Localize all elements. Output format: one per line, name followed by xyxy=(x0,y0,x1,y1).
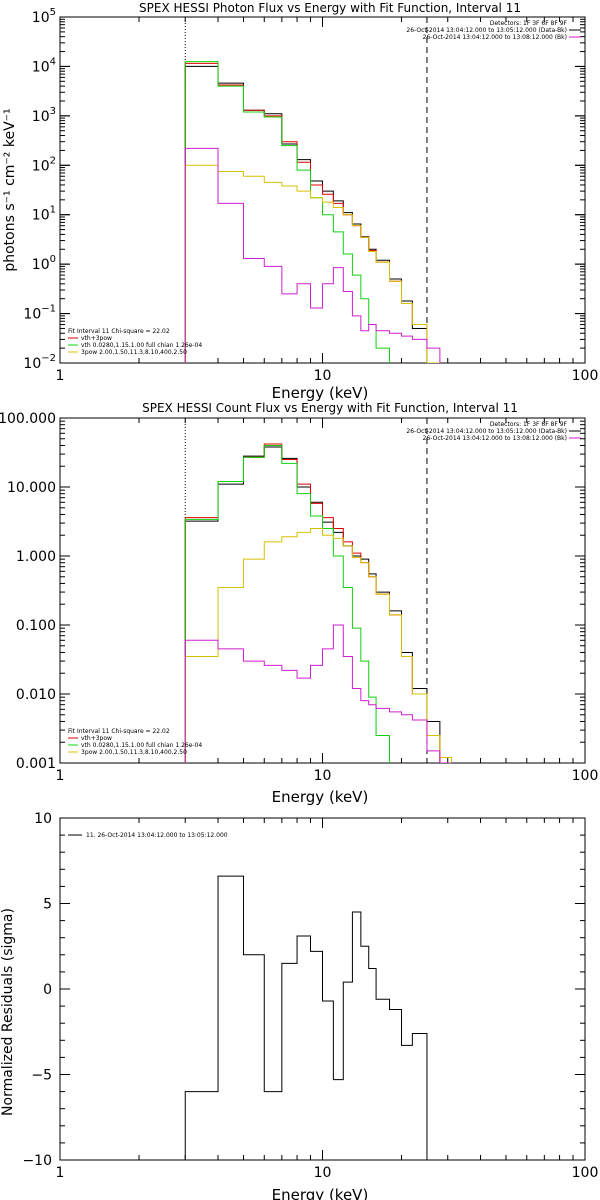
legend-text: vth+3pow xyxy=(81,735,112,742)
x-tick-label: 10 xyxy=(314,1165,332,1181)
series-group xyxy=(184,61,441,363)
x-tick-label: 10 xyxy=(314,768,332,784)
y-tick-label: 100.000 xyxy=(0,411,56,427)
panel1-title: SPEX HESSI Photon Flux vs Energy with Fi… xyxy=(139,1,521,15)
y-tick-label: 103 xyxy=(32,106,56,125)
x-tick-label: 1 xyxy=(56,368,65,384)
legend-text: 3pow 2.00,1.50,11.3,8.10,400,2.50 xyxy=(81,349,187,356)
y-tick-label: 0.001 xyxy=(16,756,56,772)
series-line-2 xyxy=(184,444,391,763)
legend-top: 11. 26-Oct-2014 13:04:12.000 to 13:05:12… xyxy=(68,832,228,839)
legend-text: Detectors: 1F 3F 6F 8F 9F xyxy=(490,421,568,428)
x-tick-label: 1 xyxy=(56,1165,65,1181)
y-tick-label: 101 xyxy=(32,205,56,224)
legend-text: 26-Oct-2014 13:04:12.000 to 13:05:12.000… xyxy=(406,27,567,34)
legend-text: Detectors: 1F 3F 6F 8F 9F xyxy=(490,20,568,27)
series-line-1 xyxy=(184,443,441,763)
y-tick-label: 104 xyxy=(32,56,56,75)
panel1-ylabel: photons s⁻¹ cm⁻² keV⁻¹ xyxy=(2,108,18,271)
count-flux-panel: SPEX HESSI Count Flux vs Energy with Fit… xyxy=(0,401,599,806)
legend-text: 3pow 2.00,1.50,11.3,8.10,400,2.50 xyxy=(81,749,187,756)
series-group xyxy=(184,443,452,763)
series-line-4 xyxy=(184,147,441,363)
y-tick-label: 10−1 xyxy=(23,304,56,323)
series-line-2 xyxy=(184,61,391,363)
y-tick-label: 10 xyxy=(34,811,52,827)
y-tick-label: 102 xyxy=(32,155,56,174)
x-tick-label: 100 xyxy=(572,368,599,384)
series-line-4 xyxy=(184,624,452,763)
y-tick-label: 1.000 xyxy=(16,549,56,565)
y-tick-label: 100 xyxy=(32,254,56,273)
y-tick-label: −5 xyxy=(31,1068,52,1084)
x-tick-label: 10 xyxy=(314,368,332,384)
x-axis-ticks: 1 10 100 xyxy=(56,418,599,784)
panel2-title: SPEX HESSI Count Flux vs Energy with Fit… xyxy=(142,401,518,415)
legend-bottom: Fit Interval 11 Chi-square = 22.02vth+3p… xyxy=(68,728,202,756)
legend-text: 26-Oct-2014 13:04:12.000 to 13:08:12.000… xyxy=(423,34,567,41)
legend-text: Fit Interval 11 Chi-square = 22.02 xyxy=(68,328,170,335)
y-tick-label: −10 xyxy=(22,1153,52,1169)
series-line-0 xyxy=(184,875,428,1160)
legend-bottom: Fit Interval 11 Chi-square = 22.02vth+3p… xyxy=(68,328,202,356)
y-axis-ticks: 10 5 0 −5 −10 xyxy=(22,811,585,1169)
y-tick-label: 0.010 xyxy=(16,687,56,703)
y-tick-label: 10.000 xyxy=(7,480,56,496)
photon-flux-panel: SPEX HESSI Photon Flux vs Energy with Fi… xyxy=(2,1,599,402)
panel1-xlabel: Energy (keV) xyxy=(272,384,369,402)
plot-frame xyxy=(59,417,586,764)
legend-text: 11. 26-Oct-2014 13:04:12.000 to 13:05:12… xyxy=(86,832,228,839)
series-group xyxy=(184,875,428,1160)
residuals-panel: Energy (keV) Normalized Residuals (sigma… xyxy=(0,811,598,1200)
x-tick-label: 100 xyxy=(572,768,599,784)
legend-text: vth 0.0280,1.15,1.00 full chian 1.26e-04 xyxy=(81,342,202,349)
series-line-3 xyxy=(184,164,441,363)
legend-text: vth 0.0280,1.15,1.00 full chian 1.26e-04 xyxy=(81,742,202,749)
legend-text: Fit Interval 11 Chi-square = 22.02 xyxy=(68,728,170,735)
y-axis-ticks: 105 104 103 102 101 100 10−1 10−2 xyxy=(23,7,585,372)
series-line-3 xyxy=(184,528,452,763)
x-axis-ticks: 1 10 100 xyxy=(56,818,599,1181)
y-tick-label: 10−2 xyxy=(23,353,56,372)
panel3-ylabel: Normalized Residuals (sigma) xyxy=(0,908,16,1116)
y-axis-ticks: 100.000 10.000 1.000 0.100 0.010 0.001 xyxy=(0,411,585,772)
panel2-xlabel: Energy (keV) xyxy=(272,788,369,806)
series-line-0 xyxy=(184,446,441,763)
legend-text: vth+3pow xyxy=(81,335,112,342)
y-tick-label: 105 xyxy=(32,7,56,26)
legend-text: 26-Oct-2014 13:04:12.000 to 13:05:12.000… xyxy=(406,428,567,435)
y-tick-label: 0 xyxy=(43,982,52,998)
panel3-xlabel: Energy (keV) xyxy=(272,1186,369,1200)
x-tick-label: 1 xyxy=(56,768,65,784)
legend-text: 26-Oct-2014 13:04:12.000 to 13:08:12.000… xyxy=(423,435,567,442)
y-tick-label: 5 xyxy=(43,897,52,913)
y-tick-label: 0.100 xyxy=(16,618,56,634)
x-tick-label: 100 xyxy=(572,1165,599,1181)
